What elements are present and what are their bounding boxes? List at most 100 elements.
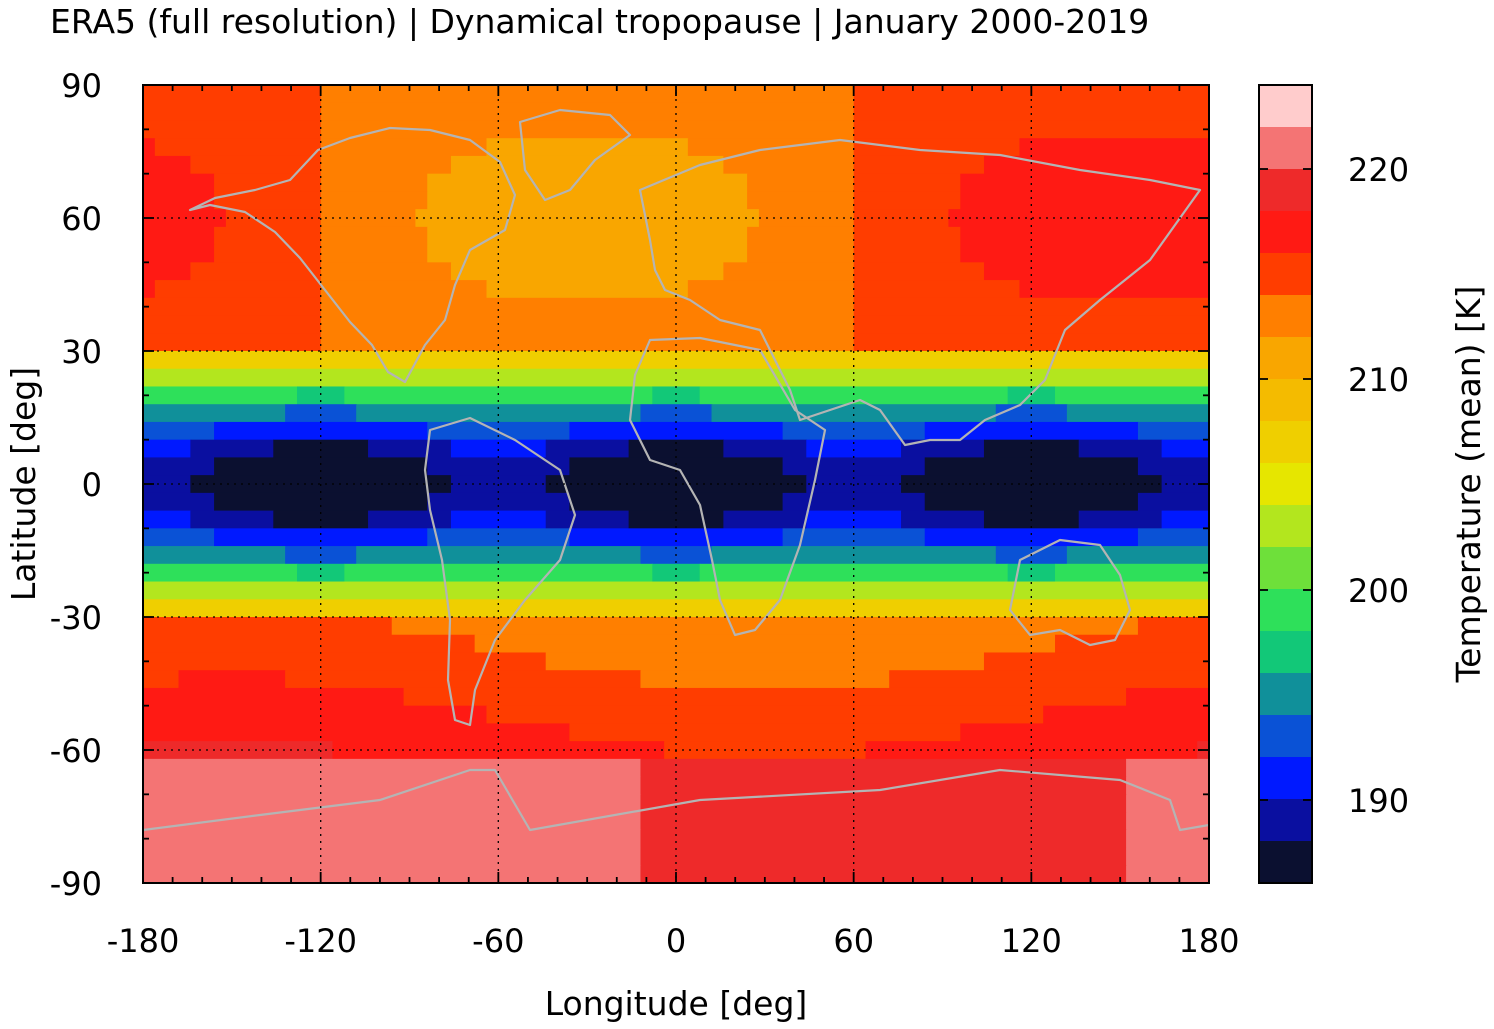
field-cell bbox=[983, 652, 1209, 671]
field-cell bbox=[320, 120, 855, 139]
field-cell bbox=[143, 617, 393, 636]
axis-ticks bbox=[142, 84, 1210, 884]
field-cell bbox=[545, 510, 630, 530]
coast-antarctica bbox=[143, 768, 1209, 832]
field-cell bbox=[143, 85, 322, 104]
field-cell bbox=[225, 209, 322, 228]
field-cell bbox=[143, 209, 227, 228]
coast-australia bbox=[1008, 538, 1132, 647]
field-cell bbox=[960, 723, 1209, 742]
field-cell bbox=[545, 652, 985, 671]
field-cell bbox=[143, 386, 298, 405]
temperature-field bbox=[143, 85, 1209, 883]
field-cell bbox=[427, 173, 748, 193]
field-cell bbox=[143, 652, 547, 671]
field-cell bbox=[450, 262, 725, 281]
field-cell bbox=[640, 829, 1127, 849]
field-cell bbox=[143, 368, 1209, 388]
field-cell bbox=[143, 138, 156, 157]
field-cell bbox=[983, 262, 1209, 281]
x-tick-label: -120 bbox=[284, 922, 357, 960]
colorbar-tick-label: 200 bbox=[1348, 572, 1409, 610]
field-cell bbox=[143, 173, 215, 193]
field-cell bbox=[853, 191, 961, 210]
field-cell bbox=[143, 741, 334, 760]
field-cell bbox=[143, 865, 642, 883]
field-cell bbox=[143, 475, 192, 494]
colorbar-swatch bbox=[1259, 673, 1312, 716]
field-cell bbox=[143, 563, 298, 583]
field-cell bbox=[143, 351, 1209, 370]
field-cell bbox=[143, 280, 156, 299]
field-cell bbox=[1066, 546, 1209, 565]
field-cell bbox=[747, 173, 855, 193]
field-cell bbox=[569, 457, 784, 476]
field-cell bbox=[143, 102, 322, 122]
field-cell bbox=[320, 173, 428, 193]
colorbar-swatch bbox=[1259, 421, 1312, 464]
colorbar-swatch bbox=[1259, 715, 1312, 758]
field-cell bbox=[143, 297, 322, 317]
field-cell bbox=[214, 244, 322, 264]
colorbar-title: Temperature (mean) [K] bbox=[1449, 286, 1488, 684]
field-cell bbox=[143, 670, 180, 689]
colorbar-tick-label: 210 bbox=[1348, 361, 1409, 399]
field-cell bbox=[143, 333, 322, 352]
field-cell bbox=[640, 758, 1127, 778]
colorbar-tick-labels: 220 210 200 190 bbox=[1348, 151, 1409, 820]
field-cell bbox=[699, 563, 1009, 583]
y-tick-label: -90 bbox=[50, 865, 102, 903]
field-cell bbox=[853, 280, 1021, 299]
field-cell bbox=[569, 723, 961, 742]
field-cell bbox=[214, 226, 322, 246]
field-cell bbox=[687, 280, 855, 299]
field-cell bbox=[178, 670, 286, 689]
field-cell bbox=[782, 492, 926, 512]
field-cell bbox=[747, 226, 855, 246]
field-cell bbox=[664, 741, 867, 760]
field-cell bbox=[214, 421, 428, 441]
colorbar bbox=[1259, 85, 1312, 884]
field-cell bbox=[889, 670, 1209, 689]
colorbar-swatch bbox=[1259, 799, 1312, 842]
field-cell bbox=[143, 812, 642, 831]
field-cell bbox=[1126, 847, 1209, 866]
field-cell bbox=[427, 457, 571, 476]
field-cell bbox=[403, 687, 1127, 707]
coast-south-america bbox=[423, 416, 577, 727]
x-tick-label: -180 bbox=[107, 922, 180, 960]
x-tick-label: -60 bbox=[472, 922, 524, 960]
x-tick-labels: -180 -120 -60 0 60 120 180 bbox=[107, 922, 1240, 960]
field-cell bbox=[723, 510, 807, 530]
field-cell bbox=[474, 634, 1056, 654]
field-cell bbox=[853, 333, 1209, 352]
y-tick-label: 30 bbox=[61, 333, 102, 371]
field-cell bbox=[143, 599, 1209, 618]
y-tick-labels: 90 60 30 0 -30 -60 -90 bbox=[50, 67, 102, 903]
colorbar-swatch bbox=[1259, 85, 1312, 128]
field-cell bbox=[1055, 634, 1209, 654]
field-cell bbox=[143, 528, 215, 547]
field-cell bbox=[640, 865, 1127, 883]
field-cell bbox=[1161, 439, 1209, 459]
x-tick-label: 0 bbox=[666, 922, 686, 960]
field-cell bbox=[924, 457, 1139, 476]
field-cell bbox=[782, 528, 926, 547]
field-cell bbox=[983, 155, 1209, 175]
colorbar-swatch bbox=[1259, 169, 1312, 212]
grid-lines bbox=[143, 85, 1209, 883]
field-cell bbox=[853, 226, 961, 246]
field-cell bbox=[285, 404, 357, 423]
field-cell bbox=[640, 776, 1127, 796]
field-cell bbox=[143, 634, 476, 654]
field-cell bbox=[569, 492, 784, 512]
field-cell bbox=[143, 687, 405, 707]
field-cell bbox=[853, 173, 961, 193]
field-cell bbox=[853, 120, 1209, 139]
field-cell bbox=[960, 173, 1209, 193]
field-cell bbox=[214, 173, 322, 193]
coast-greenland bbox=[518, 108, 632, 202]
field-cell bbox=[391, 617, 1139, 636]
field-cell bbox=[723, 155, 855, 175]
field-cell bbox=[143, 120, 322, 139]
